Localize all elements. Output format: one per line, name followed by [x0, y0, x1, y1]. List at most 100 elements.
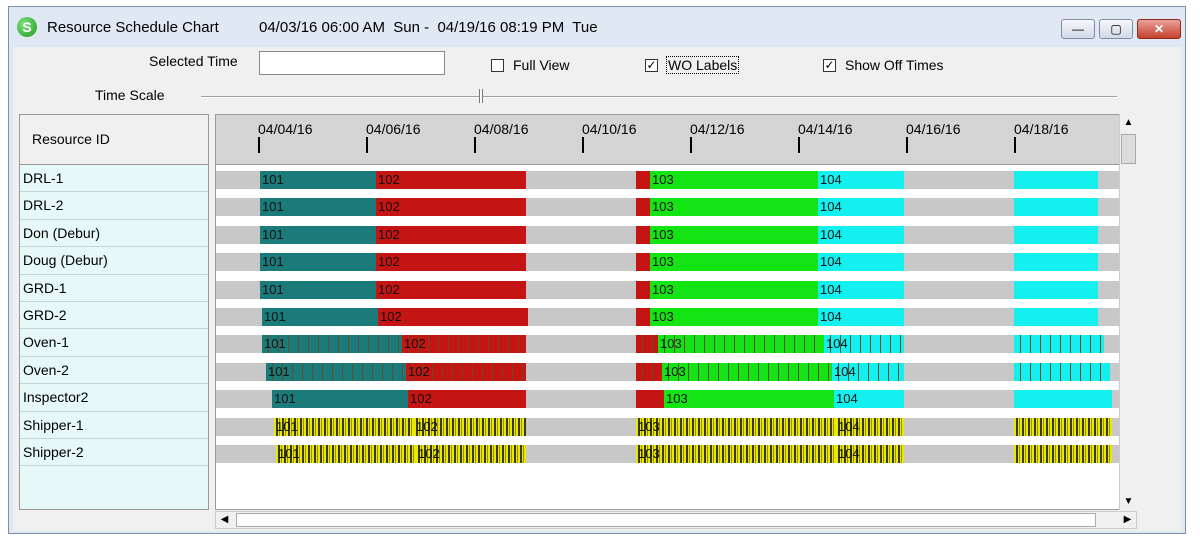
work-order-bar[interactable] — [664, 390, 834, 409]
work-order-bar[interactable] — [636, 390, 664, 409]
vertical-scroll-thumb[interactable] — [1121, 134, 1136, 164]
work-order-bar[interactable] — [1014, 225, 1098, 244]
horizontal-scrollbar[interactable]: ◀ ▶ — [215, 511, 1137, 529]
work-order-bar[interactable] — [1014, 335, 1104, 354]
work-order-bar[interactable] — [636, 335, 658, 354]
work-order-bar[interactable] — [260, 225, 376, 244]
work-order-bar[interactable] — [818, 198, 904, 217]
resource-row[interactable]: Shipper-2 — [20, 439, 208, 467]
work-order-label: 102 — [378, 254, 400, 270]
resource-row[interactable]: GRD-2 — [20, 302, 208, 330]
resource-row[interactable]: Doug (Debur) — [20, 247, 208, 275]
work-order-bar[interactable] — [1014, 280, 1098, 299]
work-order-bar[interactable] — [650, 198, 818, 217]
work-order-bar[interactable] — [636, 198, 650, 217]
resource-row[interactable]: Shipper-1 — [20, 412, 208, 439]
work-order-bar[interactable] — [260, 280, 376, 299]
work-order-bar[interactable] — [650, 280, 818, 299]
work-order-bar[interactable] — [658, 335, 824, 354]
work-order-bar[interactable] — [832, 362, 904, 381]
full-view-checkbox[interactable] — [491, 59, 504, 72]
work-order-bar[interactable] — [376, 280, 526, 299]
work-order-bar[interactable] — [1014, 445, 1112, 463]
work-order-bar[interactable] — [662, 362, 832, 381]
close-button[interactable]: ✕ — [1137, 19, 1181, 39]
work-order-bar[interactable] — [818, 225, 904, 244]
horizontal-scroll-thumb[interactable] — [236, 513, 1096, 527]
resource-row[interactable]: DRL-1 — [20, 165, 208, 193]
resource-row[interactable]: DRL-2 — [20, 192, 208, 220]
minimize-button[interactable]: — — [1061, 19, 1095, 39]
work-order-bar[interactable] — [376, 225, 526, 244]
work-order-bar[interactable] — [836, 445, 904, 463]
selected-time-label: Selected Time — [149, 53, 238, 69]
work-order-bar[interactable] — [818, 280, 904, 299]
work-order-bar[interactable] — [274, 417, 414, 436]
show-off-times-checkbox[interactable]: ✓ — [823, 58, 836, 72]
resource-row[interactable]: Oven-1 — [20, 329, 208, 357]
work-order-bar[interactable] — [636, 171, 650, 189]
work-order-bar[interactable] — [650, 308, 818, 326]
work-order-bar[interactable] — [1014, 308, 1098, 326]
work-order-bar[interactable] — [836, 417, 904, 436]
work-order-bar[interactable] — [650, 225, 818, 244]
work-order-bar[interactable] — [636, 308, 650, 326]
scroll-down-icon[interactable]: ▼ — [1123, 496, 1134, 507]
work-order-bar[interactable] — [636, 362, 662, 381]
work-order-bar[interactable] — [416, 445, 526, 463]
work-order-bar[interactable] — [650, 253, 818, 272]
work-order-bar[interactable] — [376, 198, 526, 217]
scroll-left-icon[interactable]: ◀ — [220, 514, 229, 525]
work-order-bar[interactable] — [414, 417, 526, 436]
scroll-up-icon[interactable]: ▲ — [1123, 117, 1134, 128]
resource-id-header: Resource ID — [32, 131, 110, 147]
work-order-bar[interactable] — [272, 390, 408, 409]
work-order-bar[interactable] — [378, 308, 528, 326]
work-order-bar[interactable] — [636, 445, 836, 463]
work-order-bar[interactable] — [406, 362, 526, 381]
work-order-bar[interactable] — [260, 171, 376, 189]
work-order-bar[interactable] — [376, 253, 526, 272]
work-order-label: 103 — [652, 309, 674, 324]
work-order-bar[interactable] — [1014, 253, 1098, 272]
work-order-bar[interactable] — [276, 445, 416, 463]
work-order-bar[interactable] — [1014, 390, 1112, 409]
resource-row[interactable]: Don (Debur) — [20, 220, 208, 248]
work-order-bar[interactable] — [818, 253, 904, 272]
work-order-bar[interactable] — [818, 171, 904, 189]
date-tick-label: 04/12/16 — [690, 121, 745, 137]
resource-row[interactable]: Inspector2 — [20, 384, 208, 412]
work-order-bar[interactable] — [260, 253, 376, 272]
work-order-bar[interactable] — [834, 390, 904, 409]
work-order-bar[interactable] — [376, 171, 526, 189]
work-order-bar[interactable] — [262, 308, 378, 326]
work-order-bar[interactable] — [824, 335, 904, 354]
work-order-bar[interactable] — [636, 253, 650, 272]
work-order-bar[interactable] — [818, 308, 904, 326]
work-order-bar[interactable] — [260, 198, 376, 217]
time-scale-thumb[interactable] — [479, 89, 483, 103]
work-order-bar[interactable] — [266, 362, 406, 381]
vertical-scrollbar[interactable]: ▲ ▼ — [1119, 114, 1137, 510]
work-order-bar[interactable] — [402, 335, 526, 354]
work-order-bar[interactable] — [1014, 171, 1098, 189]
work-order-bar[interactable] — [1014, 198, 1098, 217]
date-tick-mark — [258, 137, 260, 153]
work-order-bar[interactable] — [262, 335, 402, 354]
work-order-bar[interactable] — [650, 171, 818, 189]
work-order-bar[interactable] — [1014, 362, 1110, 381]
selected-time-input[interactable] — [259, 51, 445, 75]
wo-labels-checkbox[interactable]: ✓ — [645, 58, 658, 72]
work-order-bar[interactable] — [636, 225, 650, 244]
work-order-bar[interactable] — [1014, 417, 1112, 436]
scroll-right-icon[interactable]: ▶ — [1123, 514, 1132, 525]
work-order-bar[interactable] — [636, 280, 650, 299]
time-scale-track[interactable] — [201, 96, 1117, 98]
work-order-label: 102 — [410, 391, 432, 407]
work-order-bar[interactable] — [408, 390, 526, 409]
maximize-button[interactable]: ▢ — [1099, 19, 1133, 39]
resource-row[interactable]: Oven-2 — [20, 357, 208, 385]
resource-panel: Resource ID DRL-1 DRL-2 Don (Debur) Doug (D… — [19, 114, 209, 510]
work-order-bar[interactable] — [636, 417, 836, 436]
resource-row[interactable]: GRD-1 — [20, 275, 208, 302]
